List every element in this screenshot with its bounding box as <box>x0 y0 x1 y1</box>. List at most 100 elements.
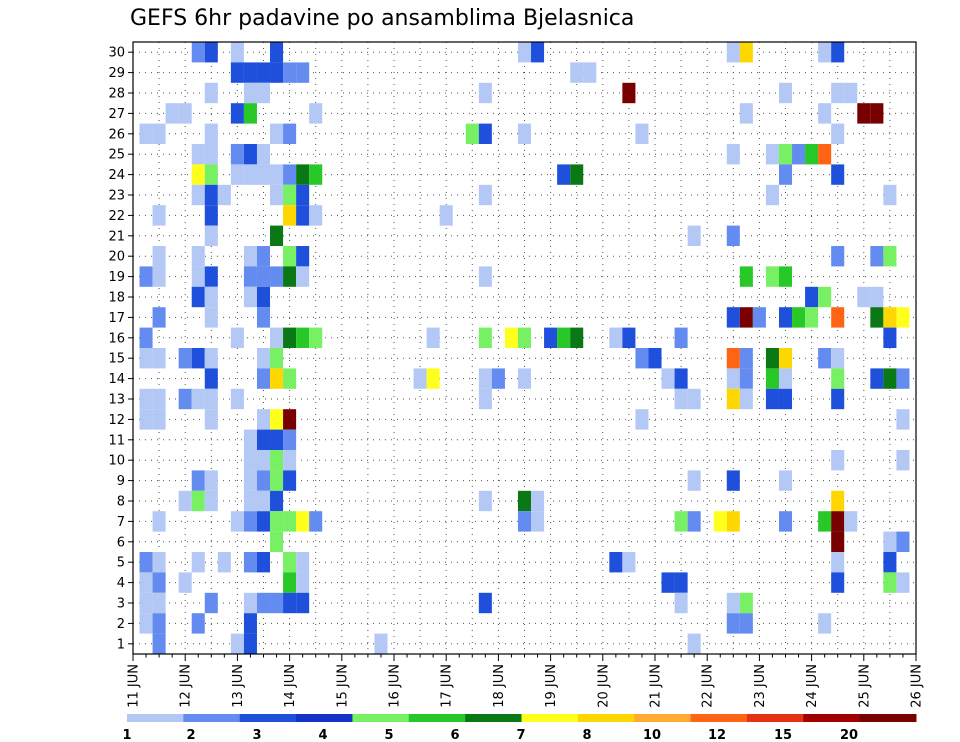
colorbar: 1 2 3 4 5 6 7 8 10 12 15 20 <box>122 714 917 742</box>
heatmap-cell <box>765 348 779 369</box>
heatmap-cell <box>792 144 806 165</box>
heatmap-cell <box>296 572 310 593</box>
heatmap-cell <box>687 225 701 246</box>
heatmap-cell <box>883 572 897 593</box>
heatmap-cell <box>752 307 766 328</box>
heatmap-cell <box>883 307 897 328</box>
heatmap-cell <box>243 103 257 124</box>
heatmap-cell <box>309 511 323 532</box>
heatmap-cell <box>283 368 297 389</box>
heatmap-cell <box>139 348 153 369</box>
heatmap-cell <box>478 266 492 287</box>
heatmap-cell <box>857 286 871 308</box>
x-tick-label: 16 JUN <box>388 664 403 708</box>
heatmap-cell <box>883 552 897 573</box>
heatmap-cell <box>739 103 753 124</box>
heatmap-cell <box>270 531 284 552</box>
heatmap-cell <box>478 388 492 410</box>
y-tick-label: 12 <box>108 413 125 428</box>
heatmap-cell <box>283 184 297 206</box>
heatmap-cell <box>805 144 819 165</box>
colorbar-segment <box>577 714 635 722</box>
heatmap-cell <box>270 266 284 287</box>
heatmap-cell <box>687 633 701 654</box>
heatmap-cell <box>739 307 753 328</box>
heatmap-cell <box>256 409 271 430</box>
x-tick-label: 21 JUN <box>649 664 664 708</box>
heatmap-cell <box>504 327 518 348</box>
heatmap-cell <box>544 327 558 348</box>
heatmap-cell <box>818 613 832 634</box>
y-tick-label: 24 <box>108 168 125 183</box>
heatmap-cell <box>818 103 832 124</box>
heatmap-cell <box>713 511 727 532</box>
colorbar-segment <box>296 714 353 722</box>
heatmap-cell <box>270 184 284 206</box>
heatmap-cell <box>413 368 427 389</box>
heatmap-cell <box>309 205 323 226</box>
heatmap-cell <box>296 62 310 83</box>
heatmap-cell <box>243 82 257 104</box>
y-tick-label: 30 <box>108 46 125 61</box>
heatmap-cell <box>230 62 244 83</box>
y-tick-label: 21 <box>108 229 125 244</box>
colorbar-label: 8 <box>582 728 591 742</box>
heatmap-cell <box>883 368 897 389</box>
heatmap-cell <box>270 348 284 369</box>
heatmap-cell <box>270 327 284 348</box>
heatmap-cell <box>778 82 793 104</box>
heatmap-cell <box>309 164 323 185</box>
heatmap-cell <box>283 572 297 593</box>
x-tick-label: 22 JUN <box>701 664 716 708</box>
y-tick-label: 22 <box>108 209 125 224</box>
heatmap-cell <box>204 307 218 328</box>
heatmap-cell <box>178 348 192 369</box>
colorbar-segment <box>408 714 466 722</box>
heatmap-cell <box>283 450 297 471</box>
heatmap-cell <box>831 552 845 573</box>
heatmap-cell <box>661 572 675 593</box>
heatmap-cell <box>152 246 166 267</box>
heatmap-cell <box>831 450 845 471</box>
heatmap-cell <box>622 327 636 348</box>
heatmap-cell <box>152 633 166 654</box>
heatmap-cell <box>152 409 166 430</box>
heatmap-cell <box>178 490 192 512</box>
x-tick-label: 20 JUN <box>596 664 611 708</box>
heatmap-cell <box>778 164 793 185</box>
heatmap-cell <box>283 164 297 185</box>
y-tick-label: 9 <box>117 474 125 489</box>
x-tick-label: 15 JUN <box>335 664 350 708</box>
heatmap-cell <box>426 368 440 389</box>
heatmap-cell <box>739 388 753 410</box>
heatmap-cell <box>778 470 793 491</box>
heatmap-cell <box>831 490 845 512</box>
heatmap-cell <box>778 511 793 532</box>
heatmap-cell <box>726 388 740 410</box>
heatmap-cell <box>674 511 688 532</box>
heatmap-cell <box>204 368 218 389</box>
heatmap-cell <box>478 82 492 104</box>
x-tick-label: 25 JUN <box>857 664 872 708</box>
heatmap-cell <box>256 164 271 185</box>
heatmap-cell <box>296 511 310 532</box>
heatmap-cell <box>283 123 297 144</box>
heatmap-cell <box>191 348 205 369</box>
heatmap-cell <box>270 470 284 491</box>
heatmap-cell <box>243 490 257 512</box>
heatmap-cell <box>896 572 910 593</box>
heatmap-cell <box>191 490 205 512</box>
heatmap-cell <box>152 307 166 328</box>
heatmap-cell <box>818 42 832 63</box>
heatmap-cell <box>491 368 505 389</box>
heatmap-cell <box>256 511 271 532</box>
heatmap-cell <box>204 286 218 308</box>
heatmap-cell <box>243 552 257 573</box>
heatmap-cell <box>896 409 910 430</box>
heatmap-cell <box>243 429 257 450</box>
heatmap-cell <box>739 368 753 389</box>
heatmap-cell <box>283 552 297 573</box>
heatmap-cell <box>243 633 257 654</box>
heatmap-cell <box>256 286 271 308</box>
